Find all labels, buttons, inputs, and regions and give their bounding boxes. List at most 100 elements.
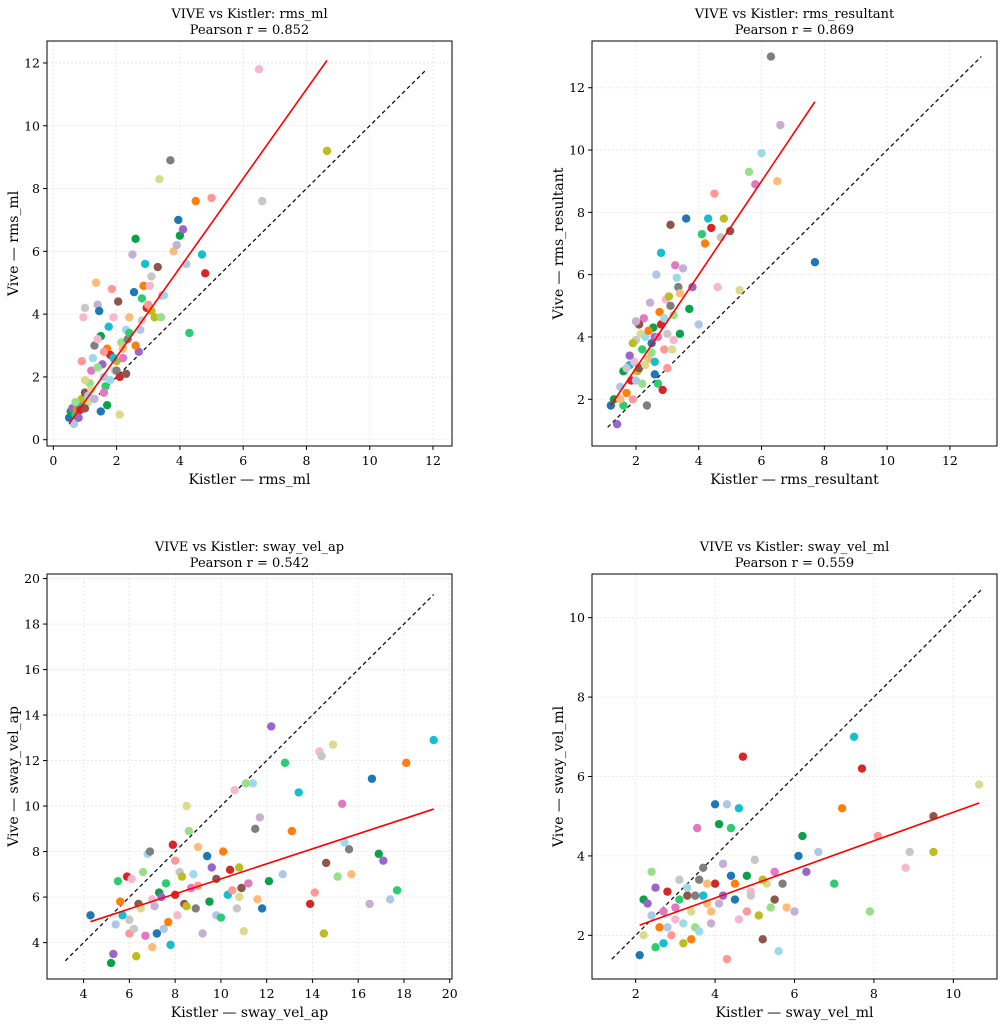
y-axis-label: Vive — rms_resultant	[551, 167, 567, 320]
data-point	[139, 281, 148, 291]
data-point	[88, 353, 98, 363]
data-point	[218, 847, 228, 856]
x-tick-label: 4	[711, 986, 719, 1001]
data-point	[635, 950, 644, 960]
data-point	[198, 929, 207, 938]
data-point	[678, 264, 688, 273]
data-point	[814, 847, 823, 857]
data-point	[328, 740, 338, 749]
y-tick-label: 10	[24, 799, 40, 814]
data-point	[118, 353, 128, 363]
data-point	[734, 804, 744, 813]
y-axis-label: Vive — sway_vel_ml	[551, 705, 567, 848]
data-point	[175, 231, 185, 240]
identity-line	[68, 68, 428, 425]
grid	[592, 41, 997, 446]
data-point	[344, 845, 354, 854]
data-point	[664, 292, 674, 301]
data-point	[102, 400, 112, 410]
data-point	[794, 851, 803, 861]
data-point	[125, 313, 134, 322]
data-point	[700, 239, 710, 248]
data-point	[80, 303, 90, 313]
x-tick-label: 20	[442, 986, 458, 1001]
data-point	[99, 388, 109, 397]
data-point	[683, 883, 692, 892]
y-tick-label: 4	[577, 329, 585, 344]
data-point	[127, 874, 136, 884]
data-point	[667, 345, 677, 354]
data-point	[429, 735, 438, 745]
subplot-sway-vel-ap: VIVE vs Kistler: sway_vel_ap Pearson r =…	[6, 540, 458, 1021]
data-point	[651, 943, 660, 952]
data-point	[128, 250, 137, 259]
data-point	[80, 375, 90, 385]
data-point	[207, 193, 216, 203]
data-point	[69, 419, 79, 429]
data-point	[667, 931, 676, 940]
data-point	[630, 357, 639, 367]
x-tick-label: 12	[425, 453, 441, 468]
data-point	[129, 924, 139, 934]
data-point	[95, 306, 104, 316]
data-point	[90, 341, 99, 350]
data-point	[79, 313, 88, 322]
x-tick-label: 2	[113, 453, 121, 468]
data-point	[671, 915, 680, 924]
data-point	[177, 872, 187, 881]
data-point	[750, 855, 759, 865]
data-point	[129, 287, 139, 297]
data-point	[798, 831, 807, 841]
data-point	[641, 332, 650, 342]
x-axis-label: Kistler — sway_vel_ml	[716, 1005, 874, 1021]
data-point	[718, 859, 728, 869]
data-point	[170, 856, 180, 865]
data-point	[645, 298, 655, 307]
data-point	[87, 385, 96, 394]
data-point	[726, 871, 736, 880]
identity-line	[611, 589, 982, 960]
data-point	[367, 774, 377, 783]
data-point	[639, 314, 649, 323]
y-tick-label: 12	[24, 753, 40, 768]
data-point	[734, 915, 744, 924]
data-point	[830, 879, 839, 888]
y-tick-label: 10	[24, 118, 40, 133]
data-point	[267, 722, 276, 731]
data-point	[698, 891, 708, 900]
data-point	[115, 410, 124, 419]
data-point	[642, 401, 652, 410]
data-point	[228, 886, 237, 895]
data-point	[612, 419, 622, 429]
plot-frame	[591, 40, 998, 447]
chart-title: VIVE vs Kistler: rms_ml	[170, 7, 327, 22]
chart-title: VIVE vs Kistler: rms_resultant	[694, 7, 895, 22]
data-point	[644, 354, 653, 363]
data-point	[164, 917, 173, 927]
data-point	[197, 250, 207, 259]
data-point	[87, 366, 96, 375]
y-axis-label: Vive — rms_ml	[6, 190, 22, 297]
scatter-points	[635, 732, 984, 964]
data-point	[169, 247, 178, 256]
data-point	[746, 891, 756, 900]
data-point	[837, 804, 847, 813]
data-point	[278, 870, 287, 879]
data-point	[140, 259, 150, 269]
data-point	[319, 929, 329, 938]
data-point	[155, 174, 164, 184]
data-point	[651, 883, 660, 892]
data-point	[810, 257, 820, 267]
data-point	[669, 335, 678, 345]
data-point	[172, 240, 181, 250]
y-tick-label: 2	[577, 928, 585, 943]
data-point	[722, 954, 732, 964]
data-point	[754, 911, 763, 920]
data-point	[125, 915, 134, 925]
data-point	[625, 351, 634, 360]
scatter-points	[86, 722, 438, 968]
data-point	[402, 758, 411, 768]
data-point	[182, 901, 191, 911]
y-tick-label: 12	[569, 80, 585, 95]
x-tick-label: 14	[304, 986, 320, 1001]
